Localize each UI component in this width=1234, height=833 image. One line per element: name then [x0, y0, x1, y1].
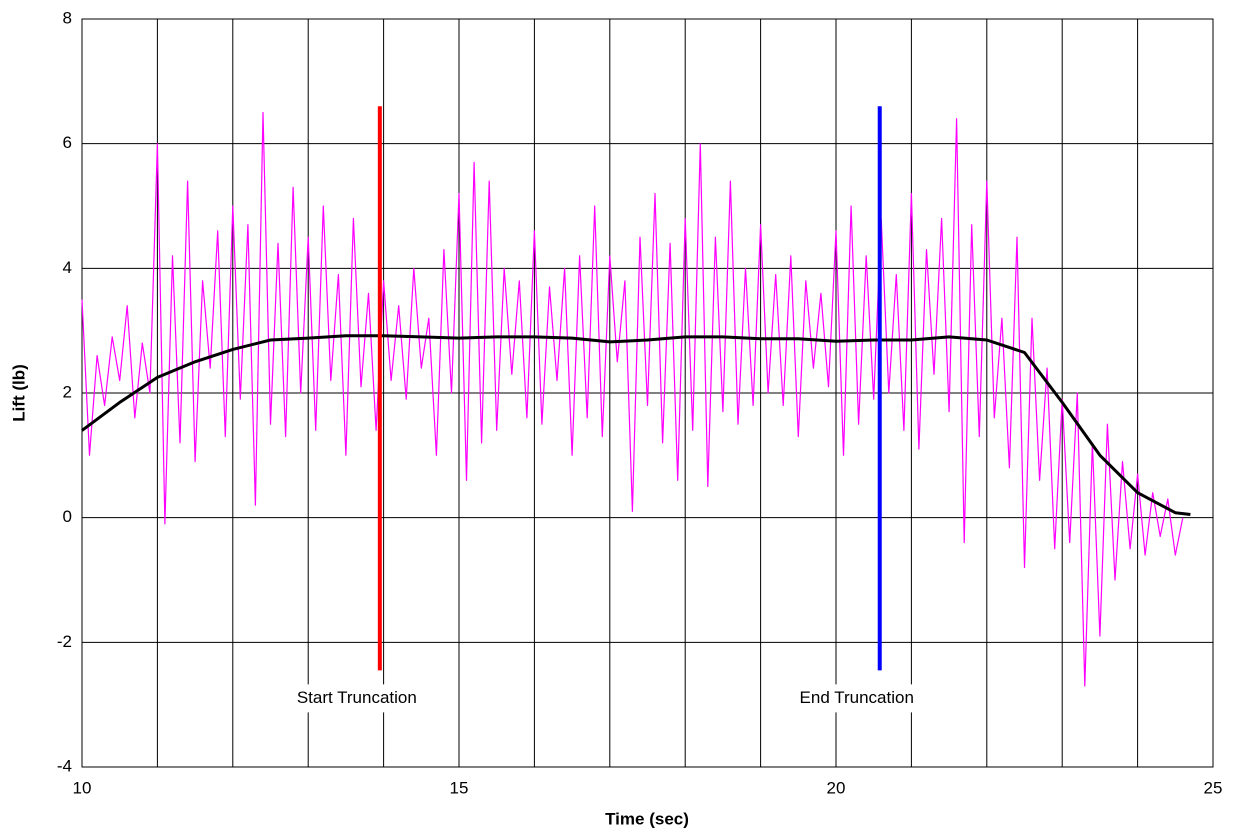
- y-tick-label: 4: [63, 258, 72, 277]
- x-tick-label: 20: [827, 778, 846, 797]
- plot-frame: [81, 18, 1214, 768]
- y-axis-label: Lift (lb): [9, 364, 28, 422]
- y-tick-label: 8: [63, 8, 72, 27]
- y-tick-label: 0: [63, 507, 72, 526]
- annotation: End Truncation: [800, 688, 914, 707]
- annotation-background: [793, 684, 920, 713]
- y-tick-label: 2: [63, 382, 72, 401]
- x-tick-label: 10: [73, 778, 92, 797]
- annotation-background: [290, 684, 423, 713]
- y-tick-label: -4: [57, 756, 72, 775]
- x-tick-label: 25: [1204, 778, 1223, 797]
- data-line: [81, 111, 1184, 687]
- data-line: [81, 334, 1191, 516]
- x-axis-label: Time (sec): [605, 809, 689, 828]
- y-tick-label: 6: [63, 133, 72, 152]
- x-tick-label: 15: [450, 778, 469, 797]
- annotation: Start Truncation: [297, 688, 417, 707]
- y-tick-label: -2: [57, 632, 72, 651]
